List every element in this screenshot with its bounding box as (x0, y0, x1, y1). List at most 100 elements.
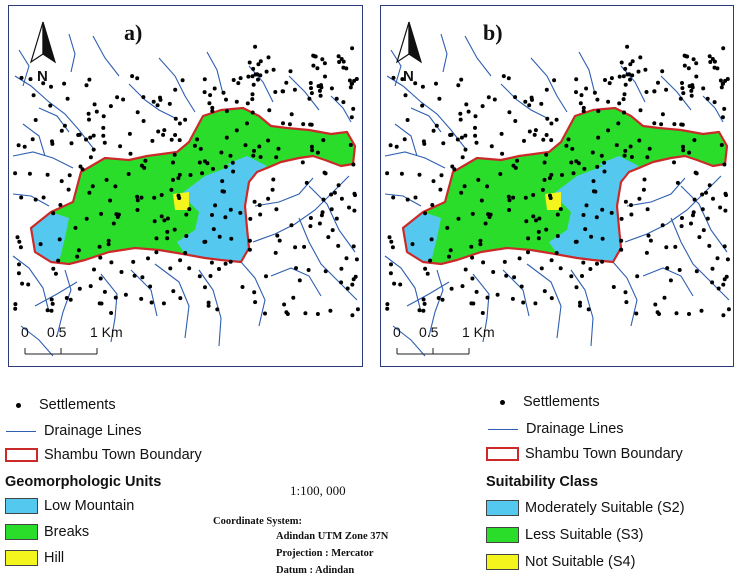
settlement-point (715, 256, 720, 261)
settlement-point (341, 100, 346, 105)
settlement-point (721, 46, 726, 51)
settlement-point (716, 286, 721, 291)
blue-zone (177, 166, 257, 262)
settlement-point (506, 194, 511, 199)
settlement-point (637, 196, 642, 201)
settlement-point (596, 109, 601, 114)
scale-end: 1 Km (462, 324, 495, 340)
settlement-point (549, 258, 554, 263)
settlement-point (681, 148, 686, 153)
settlement-point (645, 155, 650, 160)
settlement-point (91, 133, 96, 138)
settlement-point (459, 135, 464, 140)
drainage-line (14, 75, 94, 149)
settlement-point (652, 121, 657, 126)
drainage-line (392, 325, 426, 357)
settlement-point (431, 179, 436, 184)
settlement-point (531, 214, 536, 219)
settlement-point (263, 311, 267, 316)
settlement-point (621, 74, 626, 79)
settlement-point (258, 59, 263, 64)
settlement-point (548, 193, 552, 198)
settlement-point (422, 301, 427, 306)
settlement-point (304, 180, 309, 185)
settlement-point (534, 218, 538, 223)
drainage-line (18, 49, 30, 87)
settlement-point (507, 208, 512, 212)
settlement-points (385, 44, 731, 318)
settlement-point (647, 146, 652, 151)
settlement-point (329, 192, 334, 197)
settlement-point (501, 74, 506, 79)
drainage-lines (384, 33, 730, 357)
settlement-point (183, 117, 188, 122)
settlement-point (352, 78, 357, 83)
blue-zone (549, 166, 629, 262)
settlement-point (483, 221, 488, 226)
settlement-point (173, 116, 178, 121)
drainage-line (390, 49, 402, 87)
settlement-point (542, 160, 547, 165)
settlement-point (609, 210, 614, 215)
settlement-point (246, 74, 251, 79)
settlement-point (544, 227, 549, 232)
settlement-point (511, 163, 516, 168)
settlement-point (297, 278, 302, 283)
settlement-point (323, 269, 328, 274)
settlement-point (13, 306, 18, 311)
settlement-point (513, 95, 518, 100)
settlement-point (41, 81, 46, 86)
settlement-point (87, 77, 92, 82)
settlement-point (595, 164, 600, 169)
settlement-point (49, 308, 54, 313)
settlement-point (578, 303, 582, 308)
settlement-point (276, 146, 281, 151)
settlement-point (417, 308, 422, 313)
settlement-point (704, 190, 708, 195)
legend-label: Not Suitable (S4) (525, 554, 636, 570)
settlement-point (101, 133, 106, 138)
settlement-point (307, 96, 312, 101)
settlement-point (533, 301, 538, 306)
settlement-point (208, 93, 213, 98)
settlement-point (581, 105, 586, 110)
settlement-point (574, 285, 579, 290)
settlement-point (628, 62, 633, 67)
settlement-point (603, 78, 607, 82)
settlement-point (625, 44, 630, 49)
coordinate-system-value: Adindan UTM Zone 37N (276, 531, 389, 542)
settlement-point (532, 132, 537, 137)
settlement-point (690, 83, 695, 88)
settlement-point (466, 109, 471, 114)
settlement-point (306, 268, 311, 272)
map-scale-ratio: 1:100, 000 (290, 483, 346, 498)
settlement-point (106, 242, 111, 247)
settlement-point (139, 296, 144, 301)
settlement-point (470, 255, 475, 260)
settlement-point (701, 228, 706, 233)
settlement-point (617, 101, 622, 106)
settlement-point (619, 216, 624, 221)
settlement-point (581, 260, 586, 265)
settlement-point (165, 216, 170, 221)
settlement-point (217, 267, 221, 271)
settlement-point (177, 138, 182, 143)
settlement-point (473, 114, 478, 119)
settlement-point (549, 296, 554, 301)
settlement-point (539, 266, 544, 271)
settlement-point (544, 87, 549, 92)
settlement-point (523, 99, 528, 104)
drainage-line (288, 75, 320, 111)
legend-label: Shambu Town Boundary (44, 447, 202, 463)
north-arrow-icon (395, 21, 423, 64)
settlement-point (344, 256, 349, 261)
settlement-point (252, 290, 257, 295)
settlement-point (247, 238, 252, 243)
drainage-line (56, 269, 72, 337)
settlement-point (172, 227, 177, 232)
settlement-point (228, 153, 233, 158)
settlement-point (187, 266, 192, 271)
settlement-point (403, 93, 408, 98)
settlement-point (234, 99, 239, 104)
settlement-point (549, 172, 554, 177)
